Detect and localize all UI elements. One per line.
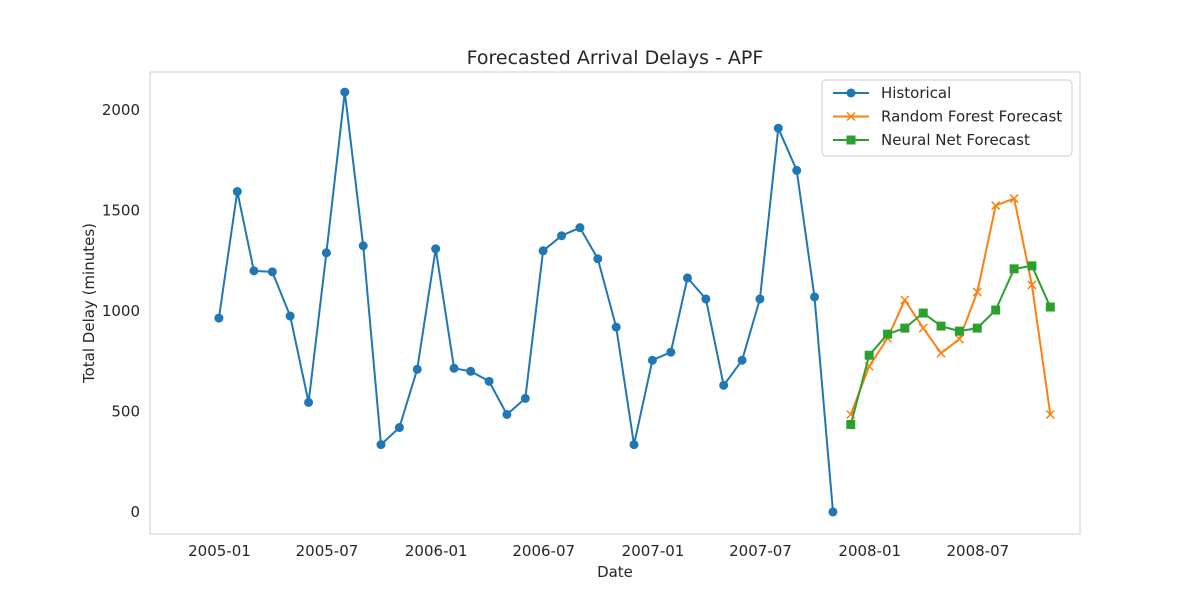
data-point <box>755 294 764 303</box>
x-tick-label: 2006-01 <box>405 542 468 560</box>
data-point <box>233 187 242 196</box>
data-point <box>1046 303 1055 312</box>
x-tick-label: 2008-07 <box>947 542 1010 560</box>
data-point <box>612 323 621 332</box>
legend-marker <box>847 89 856 98</box>
data-point <box>395 423 404 432</box>
data-point <box>502 410 511 419</box>
data-point <box>377 440 386 449</box>
data-point <box>973 324 982 333</box>
data-point <box>359 241 368 250</box>
y-tick-label: 500 <box>111 402 140 420</box>
legend-label: Neural Net Forecast <box>881 131 1030 149</box>
data-point <box>521 394 530 403</box>
data-point <box>792 166 801 175</box>
data-point <box>774 124 783 133</box>
data-point <box>828 507 837 516</box>
data-point <box>919 309 928 318</box>
data-point <box>900 324 909 333</box>
data-point <box>991 306 1000 315</box>
legend: Historical Random Forest Forecast Neural N… <box>822 80 1072 156</box>
x-tick-label: 2008-01 <box>838 542 901 560</box>
legend-label: Historical <box>881 84 951 102</box>
data-point <box>648 356 657 365</box>
data-point <box>719 381 728 390</box>
data-point <box>485 377 494 386</box>
y-tick-label: 2000 <box>102 101 140 119</box>
data-point <box>865 351 874 360</box>
data-point <box>286 312 295 321</box>
data-point <box>575 223 584 232</box>
data-point <box>738 356 747 365</box>
data-point <box>683 273 692 282</box>
data-point <box>593 254 602 263</box>
data-point <box>810 292 819 301</box>
data-point <box>701 294 710 303</box>
y-axis-label: Total Delay (minutes) <box>80 223 98 384</box>
data-point <box>955 327 964 336</box>
x-tick-label: 2005-01 <box>188 542 251 560</box>
chart-title: Forecasted Arrival Delays - APF <box>467 47 764 69</box>
data-point <box>557 231 566 240</box>
data-point <box>340 88 349 97</box>
data-point <box>1010 264 1019 273</box>
data-point <box>666 348 675 357</box>
data-point <box>322 248 331 257</box>
x-tick-label: 2006-07 <box>512 542 575 560</box>
y-tick-label: 0 <box>130 503 140 521</box>
data-point <box>304 398 313 407</box>
data-point <box>249 266 258 275</box>
data-point <box>1027 261 1036 270</box>
x-axis-label: Date <box>597 563 633 581</box>
data-point <box>431 244 440 253</box>
data-point <box>466 367 475 376</box>
data-point <box>413 365 422 374</box>
data-point <box>268 267 277 276</box>
y-tick-label: 1000 <box>102 302 140 320</box>
data-point <box>630 440 639 449</box>
data-point <box>846 420 855 429</box>
data-point <box>539 246 548 255</box>
y-tick-label: 1500 <box>102 202 140 220</box>
data-point <box>937 322 946 331</box>
x-tick-label: 2005-07 <box>296 542 359 560</box>
data-point <box>450 364 459 373</box>
data-point <box>214 314 223 323</box>
x-tick-label: 2007-07 <box>729 542 792 560</box>
data-point <box>883 330 892 339</box>
legend-label: Random Forest Forecast <box>881 108 1062 126</box>
x-tick-label: 2007-01 <box>622 542 685 560</box>
legend-marker <box>847 136 856 145</box>
